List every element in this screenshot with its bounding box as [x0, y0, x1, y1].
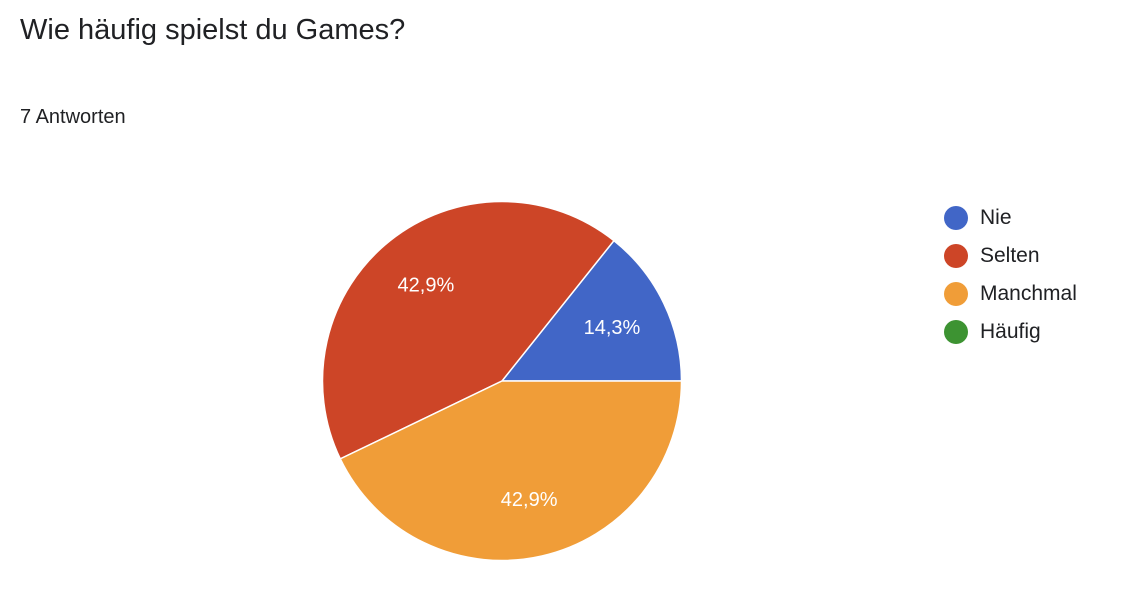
legend-item-manchmal[interactable]: Manchmal: [944, 275, 1077, 313]
legend-item-nie[interactable]: Nie: [944, 199, 1077, 237]
legend-label-selten: Selten: [980, 244, 1040, 267]
pie-slice-manchmal[interactable]: [339, 380, 683, 562]
pie-slice-selten[interactable]: [321, 200, 615, 460]
pie-slice-nie[interactable]: [500, 239, 683, 382]
slice-value-label: 14,3%: [584, 317, 641, 339]
legend-swatch-nie: [944, 206, 968, 230]
legend-label-haeufig: Häufig: [980, 320, 1041, 343]
legend-swatch-haeufig: [944, 320, 968, 344]
chart-legend: Nie Selten Manchmal Häufig: [944, 199, 1077, 351]
legend-swatch-manchmal: [944, 282, 968, 306]
legend-label-nie: Nie: [980, 206, 1012, 229]
legend-label-manchmal: Manchmal: [980, 282, 1077, 305]
legend-item-selten[interactable]: Selten: [944, 237, 1077, 275]
response-count: 7 Antworten: [20, 106, 126, 128]
legend-item-haeufig[interactable]: Häufig: [944, 313, 1077, 351]
slice-value-label: 42,9%: [398, 275, 455, 297]
legend-swatch-selten: [944, 244, 968, 268]
slice-value-label: 42,9%: [501, 489, 558, 511]
question-title: Wie häufig spielst du Games?: [20, 14, 406, 46]
